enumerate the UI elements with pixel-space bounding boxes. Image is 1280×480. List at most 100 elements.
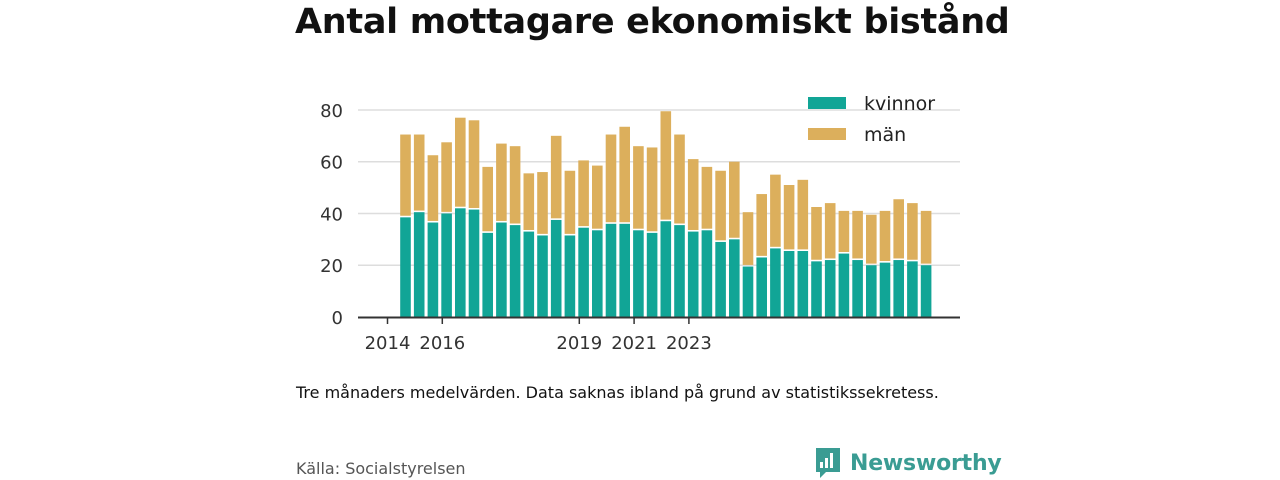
bar-kvinnor [468, 209, 480, 317]
bar-kvinnor [824, 260, 836, 317]
legend-swatch-kvinnor [808, 97, 846, 109]
bar-man [550, 135, 562, 219]
y-tick-label: 40 [320, 204, 343, 225]
bar-kvinnor [879, 262, 891, 317]
bar-kvinnor [619, 223, 630, 317]
bar-kvinnor [742, 266, 754, 317]
bar-man [866, 214, 877, 264]
bar-kvinnor [413, 212, 425, 317]
bar-kvinnor [920, 265, 932, 317]
bar-kvinnor [687, 231, 699, 317]
bar-man [674, 134, 685, 224]
bar-kvinnor [660, 221, 672, 317]
bar-man [482, 166, 493, 232]
y-tick-label: 0 [332, 308, 343, 329]
bar-man [742, 212, 754, 265]
x-tick-label: 2014 [365, 333, 411, 354]
bar-kvinnor [427, 222, 439, 317]
bar-man [400, 134, 411, 216]
bar-man [468, 120, 480, 208]
bar-kvinnor [893, 260, 904, 317]
bar-man [852, 210, 863, 259]
bar-man [619, 126, 630, 223]
bars [400, 111, 932, 317]
bar-kvinnor [578, 227, 589, 317]
bar-kvinnor [550, 219, 562, 317]
legend-label-kvinnor: kvinnor [864, 93, 935, 115]
bar-man [578, 160, 589, 227]
bar-kvinnor [592, 230, 603, 317]
bar-man [879, 210, 891, 262]
bar-man [427, 155, 439, 221]
bar-kvinnor [797, 251, 809, 317]
bar-man [797, 179, 809, 250]
bar-kvinnor [441, 213, 452, 317]
bar-kvinnor [455, 208, 466, 317]
bar-man [523, 173, 535, 230]
bar-kvinnor [838, 253, 850, 317]
bar-kvinnor [852, 260, 863, 317]
legend-label-man: män [864, 124, 906, 146]
y-tick-label: 80 [320, 101, 343, 122]
bar-man [824, 203, 836, 259]
bar-kvinnor [537, 235, 548, 317]
bar-kvinnor [907, 261, 918, 317]
y-tick-label: 60 [320, 153, 343, 174]
bar-man [592, 165, 603, 229]
bar-kvinnor [400, 217, 411, 317]
bar-man [715, 170, 726, 241]
bar-kvinnor [701, 230, 713, 317]
bar-kvinnor [646, 232, 658, 317]
legend: kvinnor män [808, 93, 935, 146]
bar-kvinnor [633, 230, 644, 317]
legend-swatch-man [808, 128, 846, 140]
bar-man [893, 199, 904, 259]
bar-man [783, 185, 795, 250]
bar-man [496, 143, 507, 221]
bar-kvinnor [605, 223, 617, 317]
bar-kvinnor [496, 222, 507, 317]
bar-kvinnor [564, 235, 576, 317]
x-tick-label: 2021 [611, 333, 657, 354]
bar-man [413, 134, 425, 211]
x-tick-label: 2019 [556, 333, 602, 354]
y-tick-label: 20 [320, 256, 343, 277]
bar-kvinnor [811, 261, 822, 317]
bar-kvinnor [729, 239, 740, 317]
bar-man [509, 146, 521, 224]
bar-kvinnor [674, 225, 685, 317]
chart-note: Tre månaders medelvärden. Data saknas ib… [296, 383, 939, 402]
bar-man [660, 111, 672, 220]
bar-man [729, 161, 740, 238]
bar-man [441, 142, 452, 212]
bar-man [811, 207, 822, 260]
bar-man [605, 134, 617, 223]
bar-man [770, 174, 781, 247]
bar-man [537, 172, 548, 234]
bar-man [907, 203, 918, 260]
chart-title: Antal mottagare ekonomiskt bistånd [295, 2, 1010, 42]
bar-man [564, 170, 576, 234]
bar-chart-speech-bubble-icon [816, 448, 840, 478]
bar-kvinnor [866, 265, 877, 317]
bar-kvinnor [783, 251, 795, 317]
bar-kvinnor [756, 257, 767, 317]
bar-kvinnor [523, 231, 535, 317]
bar-kvinnor [715, 241, 726, 317]
bar-man [646, 147, 658, 232]
bar-man [756, 194, 767, 256]
axes: 0 20 40 60 80 2014 2016 2019 2021 2023 [320, 101, 960, 354]
newsworthy-logo: Newsworthy [814, 446, 1002, 480]
bar-man [838, 210, 850, 252]
bar-kvinnor [509, 225, 521, 317]
bar-man [687, 159, 699, 230]
bar-kvinnor [770, 248, 781, 317]
bar-kvinnor [482, 232, 493, 317]
bar-man [455, 117, 466, 207]
brand-name: Newsworthy [850, 450, 1002, 476]
bar-man [633, 146, 644, 229]
source-label: Källa: Socialstyrelsen [296, 459, 466, 478]
bar-man [920, 210, 932, 264]
x-tick-label: 2016 [419, 333, 465, 354]
